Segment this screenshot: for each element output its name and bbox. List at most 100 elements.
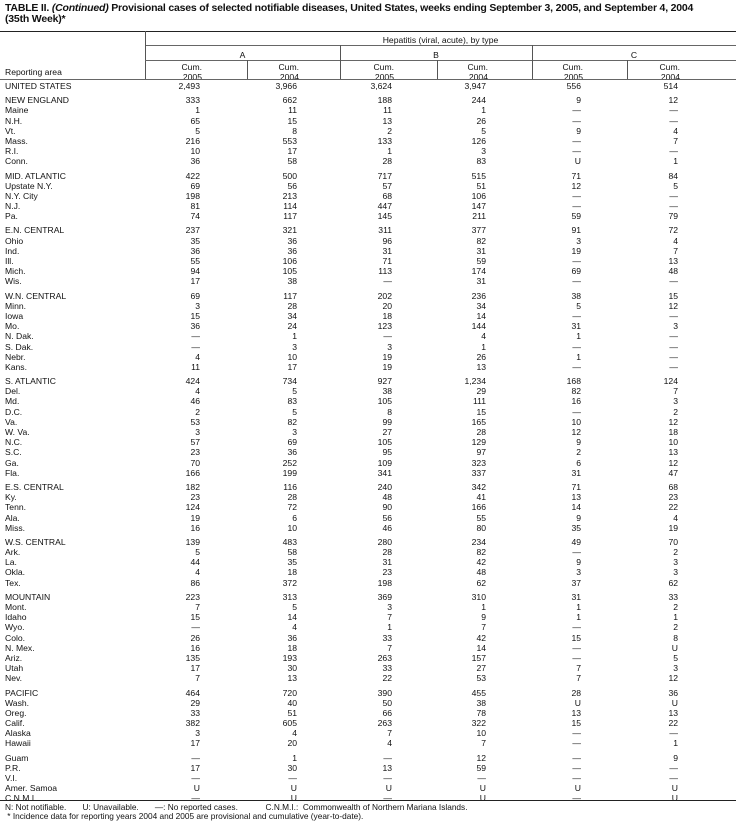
value-cell: 1 — [481, 341, 486, 352]
value-cell: 3,624 — [370, 81, 392, 91]
table-row: Vt. 5 8 2 5 9 4 — [0, 126, 736, 136]
value-cell: 3 — [387, 602, 392, 612]
reporting-area-cell: Fla. — [5, 467, 20, 478]
value-cell: 1 — [673, 612, 678, 623]
reporting-area-cell: Ark. — [5, 547, 21, 558]
value-cell: 3 — [673, 396, 678, 407]
reporting-area-cell: Calif. — [5, 718, 25, 729]
value-cell: 1 — [481, 105, 486, 116]
value-cell: 139 — [185, 536, 200, 547]
value-cell: — — [669, 773, 678, 783]
value-cell: 28 — [287, 300, 297, 311]
value-cell: 323 — [471, 457, 486, 468]
value-cell: 28 — [476, 427, 486, 437]
value-cell: 29 — [476, 386, 486, 397]
value-cell: 382 — [185, 718, 200, 729]
reporting-area-cell: Utah — [5, 663, 24, 674]
table-row: Miss. 16 10 46 80 35 19 — [0, 523, 736, 533]
value-cell: 57 — [190, 437, 200, 448]
value-cell: 240 — [377, 481, 392, 492]
value-cell: 11 — [288, 105, 297, 116]
reporting-area-cell: PACIFIC — [5, 687, 39, 698]
reporting-area-cell: Mont. — [5, 602, 27, 612]
value-cell: 15 — [287, 115, 297, 126]
value-cell: 3 — [673, 321, 678, 332]
reporting-area-cell: Ga. — [5, 457, 19, 468]
reporting-area-header: Reporting area — [5, 67, 62, 77]
value-cell: 48 — [668, 266, 678, 277]
value-cell: 13 — [668, 707, 678, 718]
reporting-area-cell: UNITED STATES — [5, 81, 72, 91]
value-cell: 927 — [377, 376, 392, 387]
value-cell: — — [477, 773, 486, 783]
value-cell: 2 — [673, 406, 678, 417]
value-cell: 28 — [382, 156, 392, 167]
value-cell: 377 — [471, 225, 486, 236]
table-row: S. Dak. — 3 3 1 — — — [0, 342, 736, 352]
table-row: W.S. CENTRAL 139 483 280 234 49 70 — [0, 537, 736, 547]
value-cell: 18 — [287, 642, 297, 653]
value-cell: 4 — [195, 386, 200, 397]
reporting-area-cell: Ky. — [5, 492, 17, 503]
value-cell: 3,966 — [275, 81, 297, 91]
value-cell: 72 — [287, 502, 297, 513]
table-row: Va. 53 82 99 165 10 12 — [0, 417, 736, 427]
value-cell: — — [383, 773, 392, 783]
value-cell: — — [669, 331, 678, 342]
value-cell: 734 — [282, 376, 297, 387]
value-cell: 157 — [471, 652, 486, 663]
table-row: Conn. 36 58 28 83 U 1 — [0, 156, 736, 166]
type-a-header: A — [239, 50, 246, 60]
value-cell: 11 — [383, 105, 392, 116]
table-row: N.Y. City 198 213 68 106 — — — [0, 191, 736, 201]
value-cell: 3,947 — [464, 81, 486, 91]
value-cell: — — [669, 728, 678, 739]
table-row: UNITED STATES 2,493 3,966 3,624 3,947 556 514 — [0, 81, 736, 91]
value-cell: 369 — [377, 591, 392, 602]
value-cell: 56 — [287, 180, 297, 191]
value-cell: 36 — [287, 447, 297, 458]
value-cell: 13 — [382, 115, 392, 126]
table-row: Idaho 15 14 7 9 1 1 — [0, 612, 736, 622]
cum-label: Cum. — [278, 62, 299, 72]
value-cell: 22 — [668, 502, 678, 513]
value-cell: — — [572, 361, 581, 372]
value-cell: — — [191, 773, 200, 783]
value-cell: 71 — [571, 170, 581, 181]
value-cell: 424 — [185, 376, 200, 387]
value-cell: 26 — [476, 351, 486, 362]
value-cell: 1 — [292, 752, 297, 763]
value-cell: 4 — [673, 235, 678, 246]
value-cell: 7 — [481, 738, 486, 749]
reporting-area-cell: Oreg. — [5, 707, 27, 718]
value-cell: 59 — [571, 211, 581, 222]
value-cell: — — [572, 752, 581, 763]
value-cell: 82 — [287, 416, 297, 427]
value-cell: — — [383, 276, 392, 287]
value-cell: 1 — [576, 331, 581, 342]
type-rule — [145, 60, 736, 61]
year-label: 2005 — [563, 72, 583, 82]
value-cell: 18 — [287, 567, 297, 578]
table-row: Nebr. 4 10 19 26 1 — — [0, 352, 736, 362]
value-cell: 31 — [476, 276, 486, 287]
value-cell: 91 — [571, 225, 581, 236]
table-row: C.N.M.I. — U — U — U — [0, 793, 736, 803]
value-cell: 605 — [282, 718, 297, 729]
value-cell: U — [671, 793, 678, 804]
table-row: Hawaii 17 20 4 7 — 1 — [0, 738, 736, 748]
table-row: Kans. 11 17 19 13 — — — [0, 362, 736, 372]
reporting-area-cell: Ala. — [5, 512, 20, 523]
table-row: Wis. 17 38 — 31 — — — [0, 276, 736, 286]
reporting-area-cell: Mo. — [5, 321, 20, 332]
value-cell: 553 — [282, 135, 297, 146]
value-cell: 74 — [190, 211, 200, 222]
value-cell: 515 — [471, 170, 486, 181]
value-cell: 1 — [481, 602, 486, 612]
table-row: Ark. 5 58 28 82 — 2 — [0, 547, 736, 557]
value-cell: 4 — [673, 125, 678, 136]
value-cell: 24 — [287, 321, 297, 332]
value-cell: — — [669, 310, 678, 321]
value-cell: 10 — [287, 522, 297, 533]
value-cell: 71 — [382, 256, 392, 266]
